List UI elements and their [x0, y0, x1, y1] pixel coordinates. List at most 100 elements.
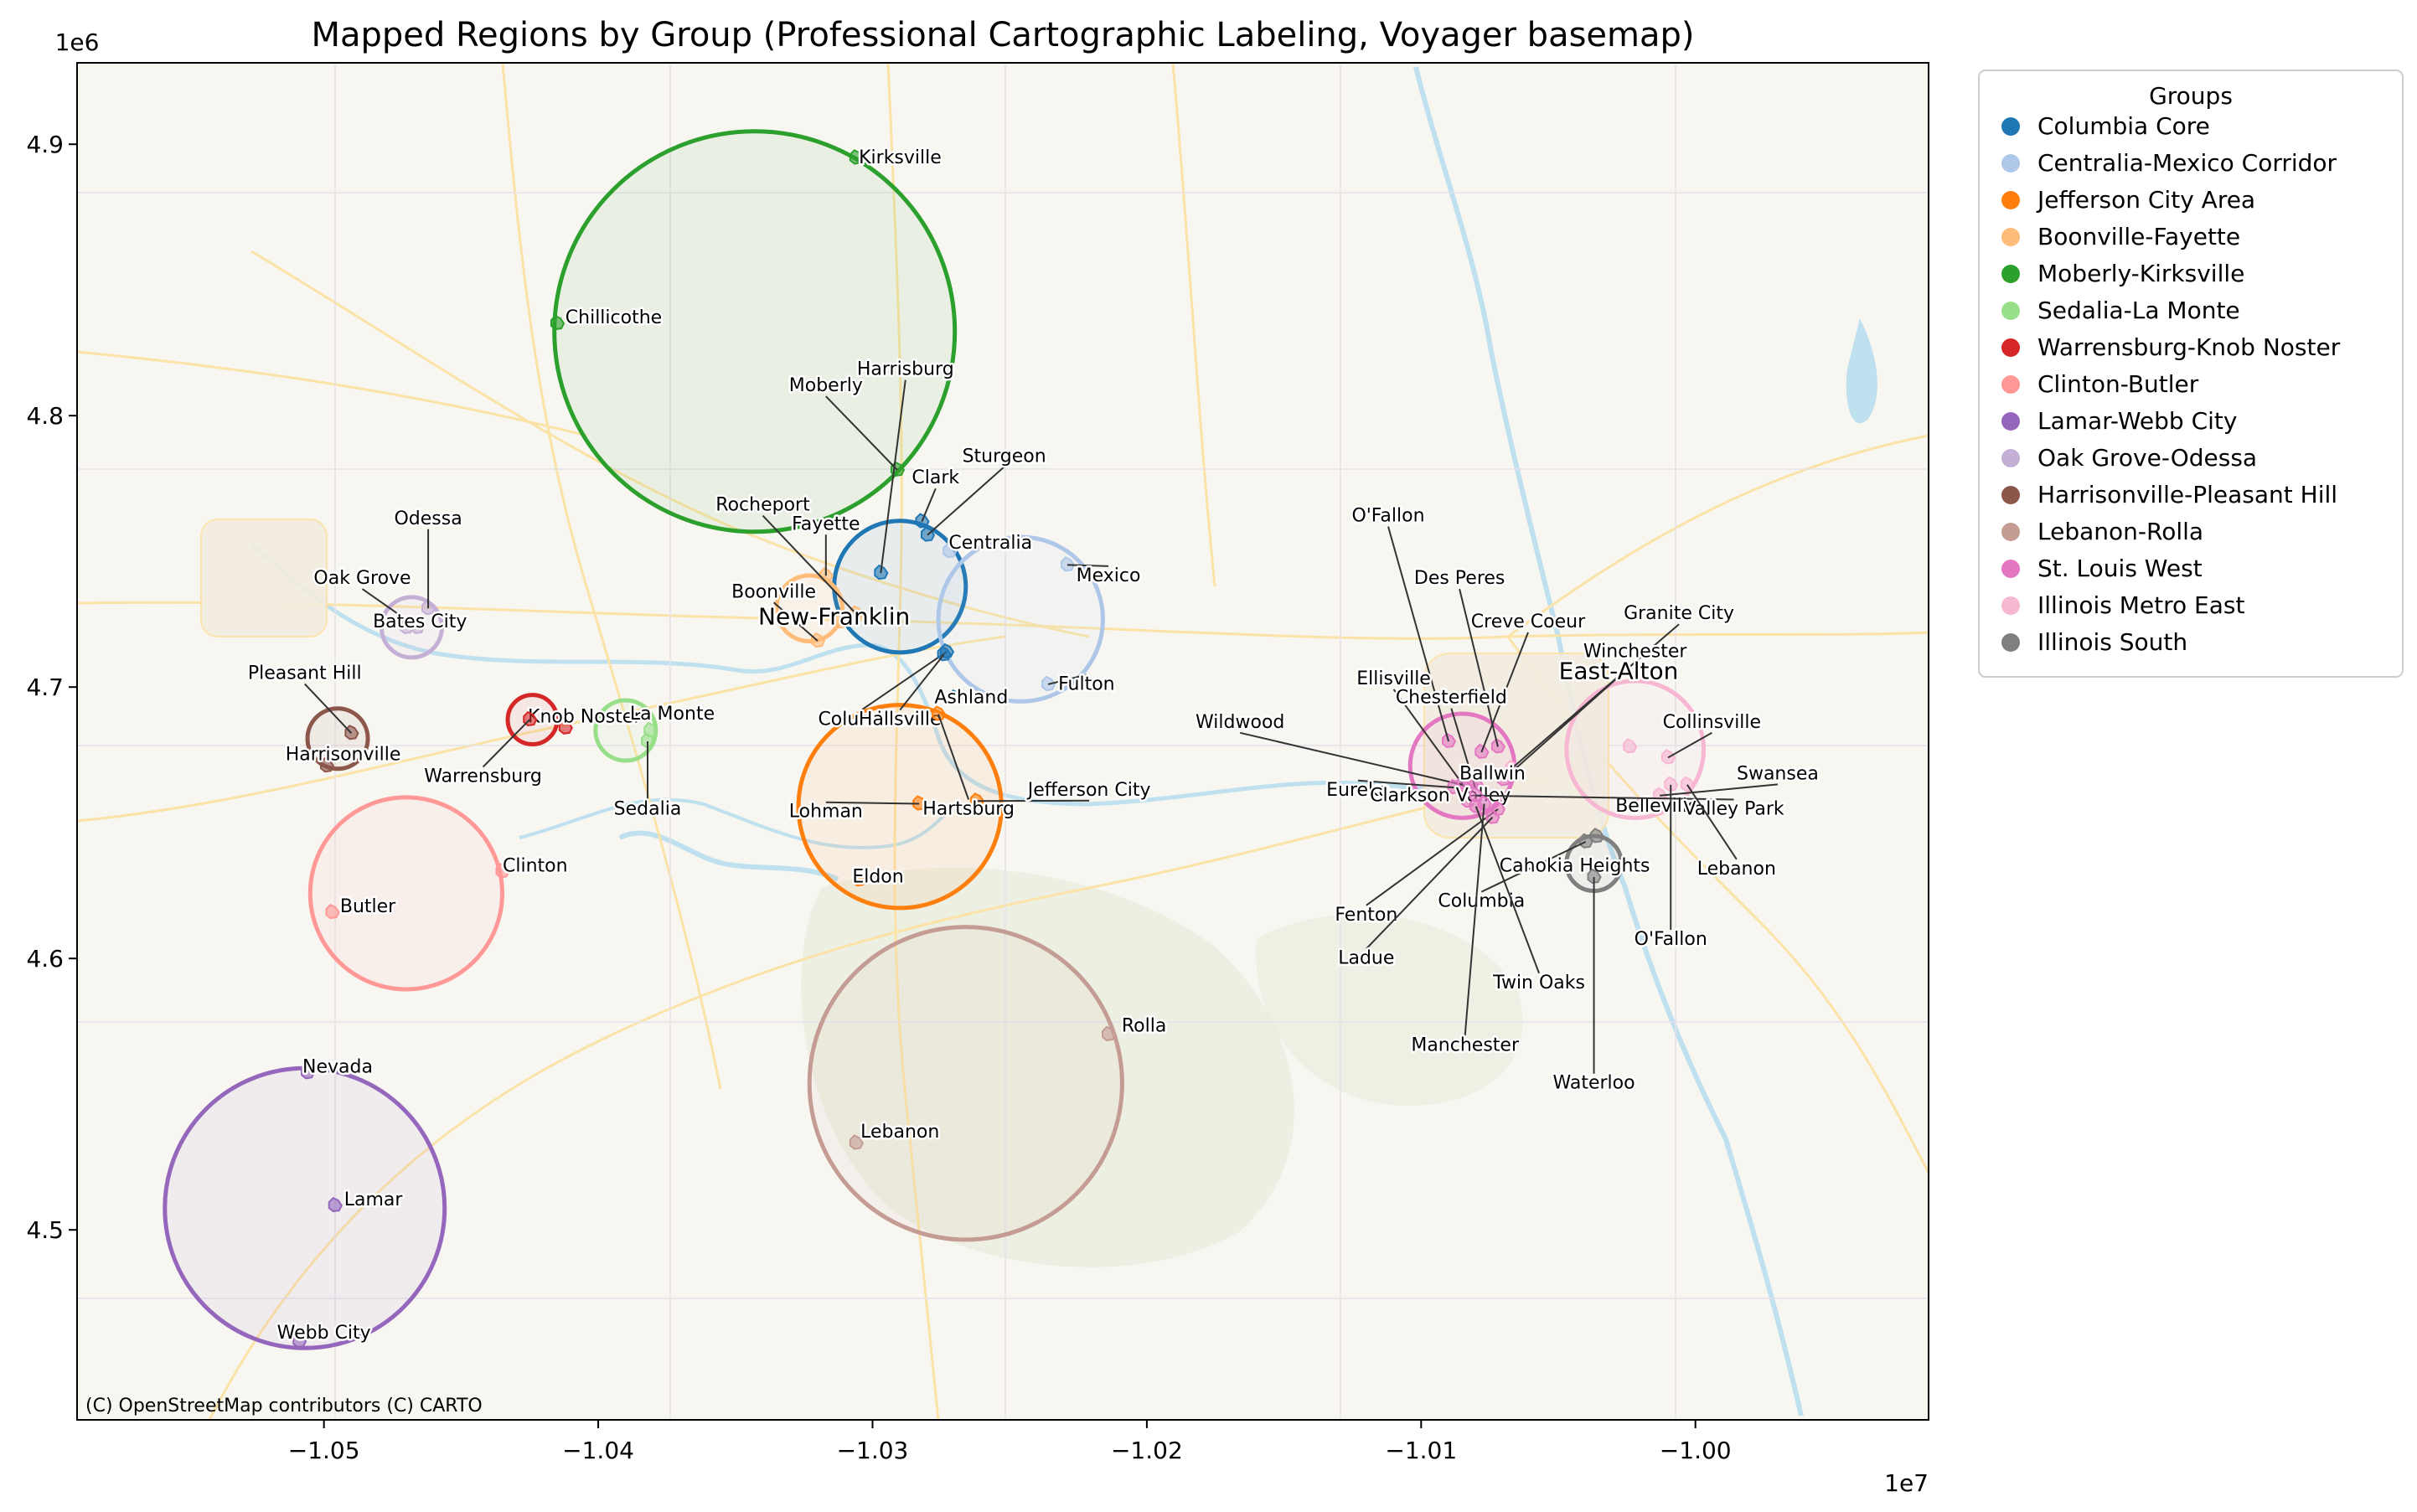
place-label: Rolla [1122, 1016, 1166, 1037]
place-label: Wildwood [1196, 712, 1284, 733]
x-tick-label: −1.00 [1660, 1437, 1732, 1464]
place-polygon[interactable] [1623, 738, 1638, 754]
leader-line [1239, 731, 1463, 786]
leader-line [899, 653, 945, 711]
place-label: Columbia [818, 710, 905, 730]
place-polygon[interactable] [641, 732, 656, 749]
legend-frame [1978, 70, 2404, 678]
place-label: Mexico [1077, 565, 1141, 586]
legend-marker [2001, 375, 2020, 394]
place-polygon[interactable] [1447, 778, 1462, 795]
group-circle[interactable]: Clinton-Butler [307, 795, 504, 992]
place-polygon[interactable] [1634, 797, 1649, 813]
place-polygon[interactable] [558, 719, 573, 735]
group-circle[interactable]: Harrisonville-Pleasant Hill [305, 706, 370, 771]
legend: Groups Columbia Core Centralia-Mexico Cor… [1978, 70, 2404, 678]
group-circle[interactable]: Boonville-Fayette [774, 573, 844, 644]
leader-line [825, 801, 920, 805]
group-circle[interactable]: Lamar-Webb City [163, 1066, 447, 1350]
place-label: Boonville [731, 581, 816, 602]
legend-marker [2001, 191, 2020, 209]
place-polygon[interactable] [1664, 776, 1679, 792]
leader-line [1474, 806, 1541, 974]
group-circle[interactable]: Moberly-Kirksville [552, 129, 958, 534]
place-polygon[interactable] [399, 618, 415, 634]
attribution: (C) OpenStreetMap contributors (C) CARTO [85, 1396, 483, 1417]
place-label: Eldon [852, 866, 903, 887]
legend-label: Centralia-Mexico Corridor [2037, 149, 2337, 177]
leader-line [880, 379, 906, 574]
place-label: Warrensburg [424, 766, 542, 787]
legend-marker [2001, 302, 2020, 320]
leader-line [1475, 794, 1734, 801]
legend-label: St. Louis West [2037, 555, 2203, 582]
place-polygon[interactable] [811, 632, 826, 648]
place-label: Lebanon [860, 1122, 939, 1143]
place-polygon[interactable] [1060, 556, 1076, 572]
place-polygon[interactable] [1587, 868, 1602, 885]
place-polygon[interactable] [325, 903, 340, 920]
legend-label: Lebanon-Rolla [2037, 518, 2203, 545]
group-circle[interactable]: Jefferson City Area [796, 703, 1004, 911]
leader-line [772, 601, 819, 642]
leader-line [1357, 779, 1454, 789]
legend-marker [2001, 560, 2020, 578]
legend-marker [2001, 449, 2020, 467]
place-label: Centralia [948, 533, 1032, 554]
place-polygon[interactable] [292, 1332, 307, 1349]
leader-line [921, 488, 937, 522]
place-label: Ladue [1338, 948, 1394, 969]
place-polygon[interactable] [1680, 776, 1696, 792]
place-polygon[interactable] [849, 149, 864, 165]
x-tick-label: −1.02 [1111, 1437, 1183, 1464]
y-tick-label: 4.9 [26, 131, 64, 158]
place-polygon[interactable] [833, 613, 848, 629]
place-polygon[interactable] [948, 689, 963, 705]
leader-line [1511, 623, 1680, 770]
legend-label: Oak Grove-Odessa [2037, 444, 2257, 472]
place-label: Lebanon [1697, 859, 1776, 880]
place-polygon[interactable] [849, 1134, 864, 1150]
place-polygon[interactable] [912, 795, 927, 811]
place-polygon[interactable] [301, 1064, 316, 1080]
place-polygon[interactable] [495, 863, 510, 879]
osage-river [519, 797, 957, 849]
axes-frame [76, 62, 1929, 1421]
place-label: Pleasant Hill [248, 663, 362, 684]
leader-line [1392, 689, 1466, 788]
place-polygon[interactable] [849, 605, 864, 621]
place-polygon[interactable] [319, 756, 335, 773]
county-lines [77, 63, 1929, 1420]
place-polygon[interactable] [1477, 795, 1492, 811]
map-panel[interactable]: Moberly-KirksvilleColumbia CoreCentralia… [76, 62, 1929, 1421]
place-polygon[interactable] [852, 871, 867, 887]
place-label: O'Fallon [1351, 506, 1424, 527]
group-circle[interactable]: Lebanon-Rolla [807, 925, 1124, 1242]
place-label: Rocheport [715, 495, 810, 516]
place-polygon[interactable] [344, 725, 359, 741]
y-tick-label: 4.8 [26, 402, 64, 430]
road-network [77, 63, 1929, 1420]
place-label: Ellisville [1356, 668, 1431, 689]
group-circle[interactable]: Centralia-Mexico Corridor [936, 534, 1106, 704]
place-polygon[interactable] [932, 705, 947, 721]
place-polygon[interactable] [328, 1196, 343, 1213]
place-polygon[interactable] [943, 542, 958, 559]
leader-line [1366, 817, 1494, 950]
place-label: Ballwin [1459, 763, 1526, 784]
place-polygon[interactable] [1469, 776, 1484, 792]
place-polygon[interactable] [550, 314, 566, 331]
place-label: Butler [340, 896, 396, 917]
place-polygon[interactable] [1589, 828, 1604, 844]
legend-label: Clinton-Butler [2037, 370, 2199, 398]
place-label: Chillicothe [566, 307, 662, 328]
legend-marker [2001, 633, 2020, 652]
place-label: La Monte [630, 704, 715, 725]
legend-marker [2001, 228, 2020, 246]
legend-marker [2001, 117, 2020, 136]
x-tick-label: −1.03 [837, 1437, 909, 1464]
place-label: Nevada [302, 1056, 373, 1077]
place-polygon[interactable] [1102, 1025, 1117, 1041]
chart-title: Mapped Regions by Group (Professional Ca… [311, 16, 1694, 54]
